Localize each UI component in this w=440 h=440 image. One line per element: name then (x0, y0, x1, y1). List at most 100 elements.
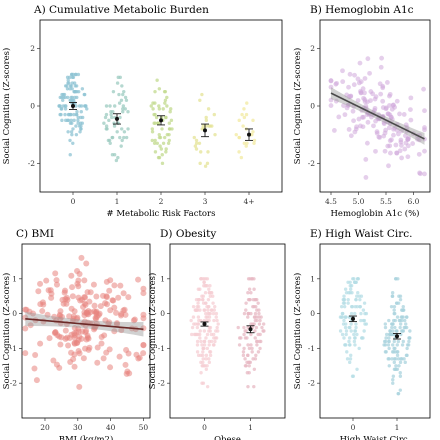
data-point (257, 311, 261, 316)
data-point (252, 315, 257, 319)
y-tick-label: -1 (158, 344, 165, 353)
data-point (400, 357, 404, 361)
data-point (73, 72, 78, 77)
data-point (354, 325, 358, 330)
data-point (392, 104, 398, 110)
data-point (346, 297, 350, 302)
data-point (111, 89, 116, 94)
data-point (211, 311, 216, 316)
data-point (75, 110, 79, 114)
data-point (68, 138, 72, 143)
data-point (206, 308, 210, 312)
data-point (392, 346, 396, 351)
data-point (246, 384, 250, 389)
data-point (340, 311, 345, 316)
data-point (150, 138, 154, 143)
data-point (101, 332, 108, 339)
data-point (346, 84, 351, 90)
data-point (386, 125, 392, 131)
data-point (78, 254, 85, 261)
data-point (249, 332, 253, 337)
data-point (124, 98, 129, 102)
data-point (353, 343, 357, 347)
data-point (208, 294, 212, 298)
data-point (120, 307, 127, 314)
data-point (167, 121, 172, 125)
data-point (398, 371, 402, 375)
data-point (76, 383, 83, 390)
data-point (253, 336, 257, 340)
data-point (110, 115, 114, 120)
data-point (201, 124, 205, 128)
data-point (119, 98, 124, 102)
data-point (342, 294, 346, 298)
data-point (130, 317, 137, 324)
y-tick-label: 2 (30, 44, 35, 53)
data-point (199, 339, 203, 344)
data-point (68, 87, 72, 91)
x-tick-label: 0 (351, 423, 356, 432)
data-point (100, 355, 107, 362)
data-point (404, 315, 409, 319)
data-point (103, 115, 108, 120)
data-point (353, 304, 358, 309)
data-point (164, 147, 168, 151)
data-point (157, 107, 162, 111)
data-point (196, 287, 201, 291)
data-point (334, 80, 339, 86)
data-point (121, 92, 125, 97)
data-point (160, 127, 164, 131)
data-point (210, 308, 214, 312)
data-point (70, 75, 75, 80)
y-tick-label: 1 (12, 274, 17, 283)
data-point (346, 94, 352, 100)
data-point (237, 343, 242, 347)
data-point (240, 112, 244, 117)
data-point (387, 336, 391, 340)
data-point (215, 318, 219, 323)
data-point (386, 343, 391, 347)
data-point (352, 72, 357, 78)
data-point (82, 104, 87, 108)
data-point (76, 72, 81, 77)
data-point (336, 114, 342, 120)
data-point (242, 141, 247, 145)
data-point (251, 357, 255, 361)
data-point (383, 343, 388, 347)
data-point (150, 130, 155, 134)
data-point (353, 329, 358, 333)
data-point (242, 311, 247, 316)
data-point (208, 284, 212, 288)
panel-title: B) Hemoglobin A1c (310, 4, 414, 16)
data-point (353, 311, 357, 316)
data-point (253, 297, 257, 302)
data-point (74, 124, 78, 128)
data-point (245, 101, 249, 105)
data-point (205, 332, 210, 337)
data-point (362, 301, 367, 305)
data-point (63, 112, 67, 117)
data-point (37, 340, 44, 347)
data-point (203, 164, 208, 168)
y-tick-label: -2 (10, 379, 18, 388)
data-point (352, 332, 356, 337)
data-point (396, 131, 401, 137)
data-point (415, 136, 420, 142)
data-point (328, 103, 334, 108)
plot-frame (319, 243, 431, 419)
data-point (393, 311, 397, 316)
data-point (207, 343, 211, 347)
data-point (106, 138, 111, 143)
data-point (393, 142, 399, 148)
data-point (402, 308, 406, 312)
data-point (328, 78, 334, 84)
data-point (200, 92, 204, 97)
regression-line (25, 318, 144, 331)
x-axis-label: Hemoglobin A1c (%) (331, 208, 420, 219)
data-point (205, 318, 209, 323)
data-point (160, 161, 165, 166)
data-point (208, 353, 213, 358)
data-point (79, 115, 83, 120)
data-point (161, 107, 165, 111)
data-point (58, 95, 62, 100)
